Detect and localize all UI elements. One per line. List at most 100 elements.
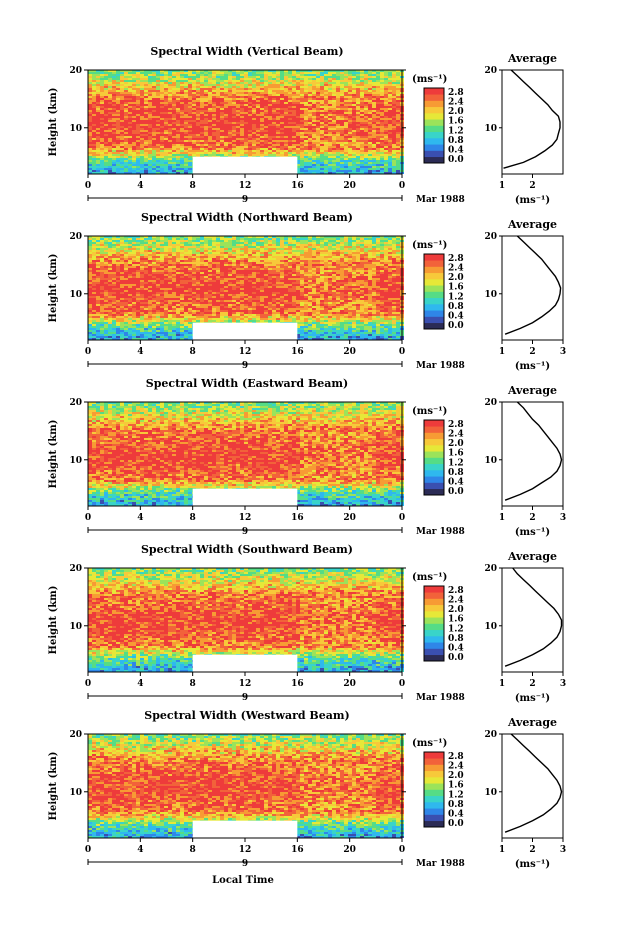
colorbar-label: 0.4	[448, 809, 464, 819]
colorbar-unit: (ms⁻¹)	[412, 738, 447, 749]
x-tick-label: 20	[343, 679, 356, 689]
avg-y-tick-label: 20	[484, 730, 497, 740]
x-tick-label: 0	[399, 513, 405, 523]
x-tick-label: 16	[291, 513, 304, 523]
avg-x-tick-label: 2	[529, 347, 535, 357]
avg-y-tick-label: 10	[484, 456, 497, 466]
x-tick-label: 12	[239, 845, 252, 855]
x-tick-label: 0	[399, 347, 405, 357]
average-title: Average	[507, 52, 557, 65]
average-frame	[502, 568, 563, 672]
avg-x-tick-label: 2	[529, 679, 535, 689]
panel-3: Spectral Width (Eastward Beam)1020Height…	[48, 377, 566, 538]
x-tick-label: 8	[190, 513, 196, 523]
colorbar-label: 0.8	[448, 136, 464, 146]
colorbar-label: 2.4	[448, 596, 464, 606]
x-tick-label: 16	[291, 679, 304, 689]
x-tick-label: 12	[239, 347, 252, 357]
colorbar-label: 0.0	[448, 487, 464, 497]
panel-5: Spectral Width (Westward Beam)1020Height…	[48, 709, 566, 870]
date-day-label: 9	[242, 361, 248, 371]
x-tick-label: 12	[239, 181, 252, 191]
average-title: Average	[507, 218, 557, 231]
x-tick-label: 4	[137, 347, 143, 357]
colorbar-unit: (ms⁻¹)	[412, 406, 447, 417]
avg-x-tick-label: 3	[560, 845, 566, 855]
x-tick-label: 16	[291, 845, 304, 855]
y-tick-label: 20	[69, 66, 82, 76]
avg-x-label: (ms⁻¹)	[515, 527, 550, 538]
date-label: Mar 1988	[416, 859, 465, 869]
x-tick-label: 16	[291, 181, 304, 191]
x-tick-label: 4	[137, 845, 143, 855]
avg-y-tick-label: 10	[484, 124, 497, 134]
x-tick-label: 0	[85, 679, 91, 689]
y-tick-label: 20	[69, 730, 82, 740]
date-day-label: 9	[242, 527, 248, 537]
x-tick-label: 0	[85, 513, 91, 523]
avg-x-tick-label: 2	[529, 845, 535, 855]
x-tick-label: 0	[85, 347, 91, 357]
x-tick-label: 4	[137, 679, 143, 689]
x-tick-label: 8	[190, 845, 196, 855]
date-label: Mar 1988	[416, 527, 465, 537]
y-axis-label: Height (km)	[48, 254, 59, 323]
average-title: Average	[507, 550, 557, 563]
x-tick-label: 0	[399, 679, 405, 689]
avg-x-tick-label: 2	[529, 181, 535, 191]
x-tick-label: 0	[85, 845, 91, 855]
average-frame	[502, 402, 563, 506]
avg-x-label: (ms⁻¹)	[515, 195, 550, 206]
x-tick-label: 8	[190, 181, 196, 191]
colorbar-label: 1.6	[448, 615, 464, 625]
colorbar-label: 2.4	[448, 98, 464, 108]
colorbar-label: 1.2	[448, 624, 464, 634]
avg-x-label: (ms⁻¹)	[515, 859, 550, 870]
date-label: Mar 1988	[416, 195, 465, 205]
colorbar	[424, 88, 444, 163]
avg-y-tick-label: 10	[484, 788, 497, 798]
colorbar-label: 0.8	[448, 468, 464, 478]
date-day-label: 9	[242, 195, 248, 205]
colorbar-label: 2.0	[448, 605, 464, 615]
x-tick-label: 12	[239, 679, 252, 689]
colorbar-label: 0.8	[448, 634, 464, 644]
colorbar-label: 2.8	[448, 586, 464, 596]
colorbar-label: 0.4	[448, 311, 464, 321]
average-frame	[502, 236, 563, 340]
colorbar-label: 2.8	[448, 88, 464, 98]
colorbar-label: 1.6	[448, 449, 464, 459]
x-tick-label: 20	[343, 347, 356, 357]
colorbar-label: 0.0	[448, 819, 464, 829]
data-gap	[193, 323, 298, 340]
avg-x-tick-label: 3	[560, 347, 566, 357]
colorbar-unit: (ms⁻¹)	[412, 240, 447, 251]
colorbar-label: 2.0	[448, 273, 464, 283]
colorbar	[424, 254, 444, 329]
colorbar	[424, 586, 444, 661]
y-tick-label: 20	[69, 398, 82, 408]
x-tick-label: 20	[343, 513, 356, 523]
avg-x-tick-label: 1	[499, 513, 505, 523]
y-tick-label: 20	[69, 564, 82, 574]
x-tick-label: 20	[343, 181, 356, 191]
colorbar-label: 1.2	[448, 458, 464, 468]
x-tick-label: 8	[190, 679, 196, 689]
avg-x-tick-label: 3	[560, 679, 566, 689]
colorbar-label: 0.0	[448, 155, 464, 165]
y-axis-label: Height (km)	[48, 586, 59, 655]
x-tick-label: 4	[137, 181, 143, 191]
avg-y-tick-label: 20	[484, 564, 497, 574]
data-gap	[193, 655, 298, 672]
colorbar-label: 2.4	[448, 762, 464, 772]
avg-x-label: (ms⁻¹)	[515, 361, 550, 372]
panel-title: Spectral Width (Westward Beam)	[144, 709, 349, 722]
average-title: Average	[507, 716, 557, 729]
avg-y-tick-label: 10	[484, 622, 497, 632]
panel-title: Spectral Width (Vertical Beam)	[150, 45, 343, 58]
colorbar-label: 1.6	[448, 781, 464, 791]
avg-y-tick-label: 10	[484, 290, 497, 300]
colorbar-unit: (ms⁻¹)	[412, 74, 447, 85]
colorbar-label: 2.0	[448, 771, 464, 781]
avg-x-tick-label: 1	[499, 679, 505, 689]
